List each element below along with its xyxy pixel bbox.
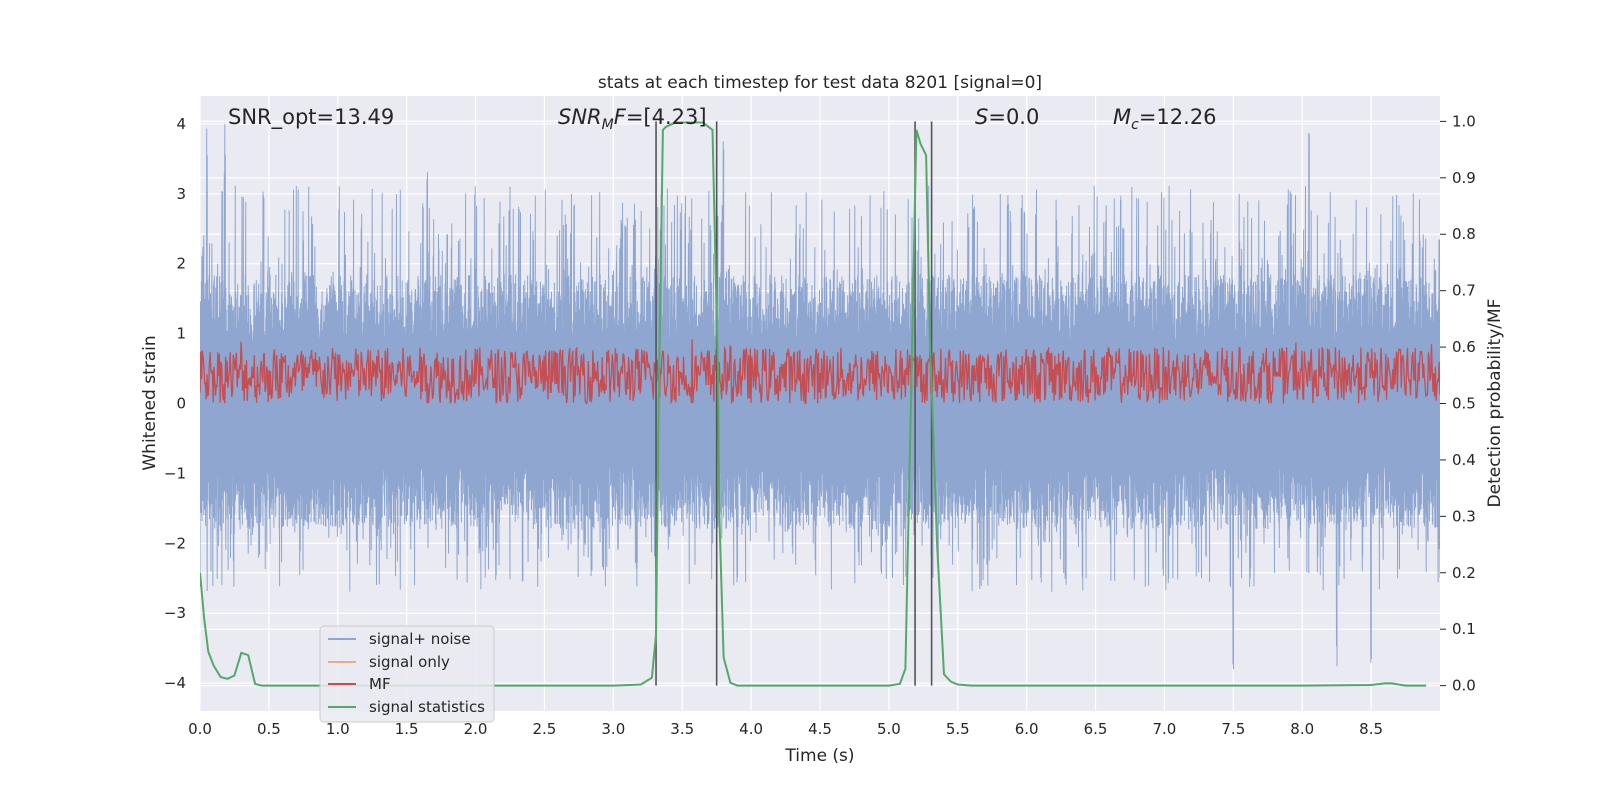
y-axis-label-right: Detection probability/MF xyxy=(1485,299,1505,508)
y-right-tick-label-6: 0.6 xyxy=(1452,338,1476,356)
x-tick-label-14: 7.0 xyxy=(1153,720,1177,738)
x-tick-label-8: 4.0 xyxy=(739,720,763,738)
y-right-tick-label-3: 0.3 xyxy=(1452,507,1476,525)
signal-noise-line-lower xyxy=(200,427,1440,670)
x-tick-label-4: 2.0 xyxy=(464,720,488,738)
annotation-snr-opt: SNR_opt=13.49 xyxy=(228,105,394,130)
x-tick-label-15: 7.5 xyxy=(1221,720,1245,738)
legend-label-signal-noise: signal+ noise xyxy=(369,630,471,648)
x-tick-label-10: 5.0 xyxy=(877,720,901,738)
annotation-mc-sub: c xyxy=(1131,117,1139,133)
x-tick-label-17: 8.5 xyxy=(1359,720,1383,738)
y-left-tick-label-2: −2 xyxy=(164,534,186,552)
y-right-tick-label-4: 0.4 xyxy=(1452,451,1476,469)
annotation-mc-value: =12.26 xyxy=(1139,105,1217,129)
y-right-tick-label-10: 1.0 xyxy=(1452,112,1476,130)
y-left-tick-label-0: −4 xyxy=(164,674,186,692)
x-tick-label-3: 1.5 xyxy=(395,720,419,738)
legend-label-signal-only: signal only xyxy=(369,653,450,671)
legend-label-mf: MF xyxy=(369,675,391,693)
legend-label-signal-statistics: signal statistics xyxy=(369,698,485,716)
y-left-tick-label-4: 0 xyxy=(176,395,186,413)
x-tick-label-6: 3.0 xyxy=(601,720,625,738)
annotation-snr-mf-tail: F xyxy=(614,105,627,129)
annotation-snr-mf-value: =[4.23] xyxy=(626,105,707,129)
x-tick-label-2: 1.0 xyxy=(326,720,350,738)
annotation-s: S=0.0 xyxy=(975,105,1039,129)
annotation-s-symbol: S xyxy=(975,105,988,129)
y-right-tick-label-9: 0.9 xyxy=(1452,169,1476,187)
y-left-tick-label-8: 4 xyxy=(176,115,186,133)
legend-frame xyxy=(319,625,495,723)
y-axis-label-left: Whitened strain xyxy=(140,335,160,470)
y-axis-right-ticks: 0.0 0.1 0.2 0.3 0.4 0.5 0.6 0.7 0.8 0.9 1.0 xyxy=(1440,112,1476,695)
x-tick-label-7: 3.5 xyxy=(670,720,694,738)
y-left-tick-label-5: 1 xyxy=(176,325,186,343)
mf-line xyxy=(200,339,1440,405)
y-right-tick-label-5: 0.5 xyxy=(1452,395,1476,413)
x-tick-label-5: 2.5 xyxy=(533,720,557,738)
y-right-tick-label-7: 0.7 xyxy=(1452,282,1476,300)
x-axis-label: Time (s) xyxy=(784,746,854,766)
annotation-snr-mf-base: SNR xyxy=(558,105,602,129)
y-left-tick-label-7: 3 xyxy=(176,185,186,203)
series-mf xyxy=(200,339,1440,405)
annotation-mc: Mc=12.26 xyxy=(1113,105,1217,133)
annotation-mc-base: M xyxy=(1113,105,1131,129)
y-left-tick-label-3: −1 xyxy=(164,464,186,482)
x-tick-label-1: 0.5 xyxy=(257,720,281,738)
legend: signal+ noise signal only MF signal stat… xyxy=(319,625,495,723)
annotation-snr-mf-sub: M xyxy=(602,117,614,133)
annotation-s-value: =0.0 xyxy=(988,105,1039,129)
x-tick-label-16: 8.0 xyxy=(1290,720,1314,738)
signal-statistics-line xyxy=(200,121,1427,687)
x-tick-label-0: 0.0 xyxy=(188,720,212,738)
signal-noise-line-upper xyxy=(200,124,1440,380)
y-axis-left-ticks: −4 −3 −2 −1 0 1 2 3 4 xyxy=(164,115,186,692)
y-right-tick-label-2: 0.2 xyxy=(1452,564,1476,582)
y-right-tick-label-1: 0.1 xyxy=(1452,620,1476,638)
y-left-tick-label-1: −3 xyxy=(164,604,186,622)
x-tick-label-13: 6.5 xyxy=(1084,720,1108,738)
chart-title: stats at each timestep for test data 820… xyxy=(598,73,1042,93)
x-tick-label-11: 5.5 xyxy=(946,720,970,738)
y-right-tick-label-8: 0.8 xyxy=(1452,225,1476,243)
y-left-tick-label-6: 2 xyxy=(176,255,186,273)
x-axis-ticks: 0.0 0.5 1.0 1.5 2.0 2.5 3.0 3.5 4.0 4.5 5.0 5.5 6.0 6… xyxy=(188,720,1383,738)
y-right-tick-label-0: 0.0 xyxy=(1452,677,1476,695)
x-tick-label-9: 4.5 xyxy=(808,720,832,738)
series-signal-statistics xyxy=(200,121,1427,687)
annotation-snr-mf: SNRMF=[4.23] xyxy=(558,105,707,133)
x-tick-label-12: 6.0 xyxy=(1015,720,1039,738)
